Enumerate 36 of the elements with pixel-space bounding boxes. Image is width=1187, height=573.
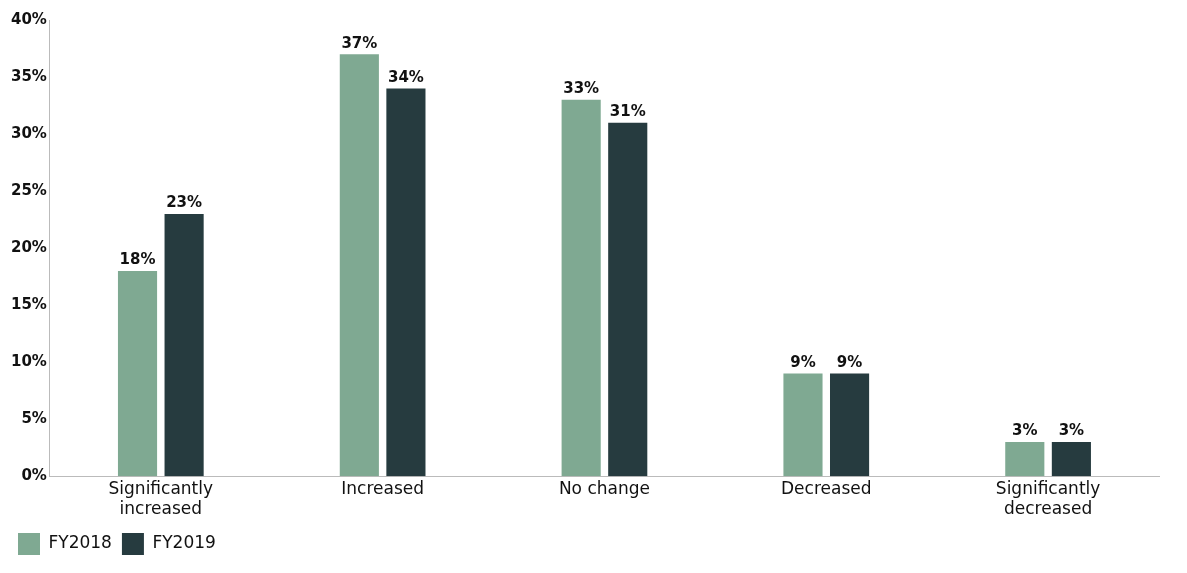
data-label: 18%	[119, 250, 156, 269]
data-label: 34%	[387, 67, 424, 86]
y-tick-label: 0%	[21, 466, 47, 485]
y-tick-label: 40%	[11, 9, 47, 28]
data-label: 31%	[609, 102, 646, 121]
y-tick-label: 5%	[21, 409, 47, 428]
x-tick-label: Significantly increased	[108, 477, 214, 519]
bar	[164, 213, 204, 477]
legend-label: FY2018	[48, 532, 112, 553]
y-tick-label: 35%	[11, 66, 47, 85]
bar	[1005, 441, 1045, 477]
data-label: 33%	[563, 79, 600, 98]
x-tick-label: Significantly decreased	[995, 477, 1101, 519]
x-tick-label: Decreased	[781, 477, 872, 498]
data-label: 23%	[166, 193, 203, 212]
bar	[561, 99, 601, 477]
y-tick-label: 30%	[11, 123, 47, 142]
bar	[117, 270, 158, 477]
data-label: 9%	[790, 352, 816, 371]
data-label: 37%	[341, 33, 378, 52]
bar	[783, 373, 823, 477]
bar	[830, 373, 870, 477]
x-tick-label: No change	[558, 477, 650, 498]
bar	[1051, 441, 1091, 477]
bar	[608, 122, 648, 477]
y-tick-label: 20%	[11, 237, 47, 256]
bar	[386, 88, 426, 477]
y-tick-label: 15%	[11, 295, 47, 314]
bar	[339, 54, 379, 477]
x-tick-label: Increased	[341, 477, 424, 498]
legend-label: FY2019	[152, 532, 216, 553]
y-tick-label: 10%	[11, 352, 47, 371]
data-label: 3%	[1012, 421, 1038, 440]
data-label: 9%	[836, 352, 863, 371]
data-label: 3%	[1058, 421, 1085, 440]
y-tick-label: 25%	[11, 180, 47, 199]
